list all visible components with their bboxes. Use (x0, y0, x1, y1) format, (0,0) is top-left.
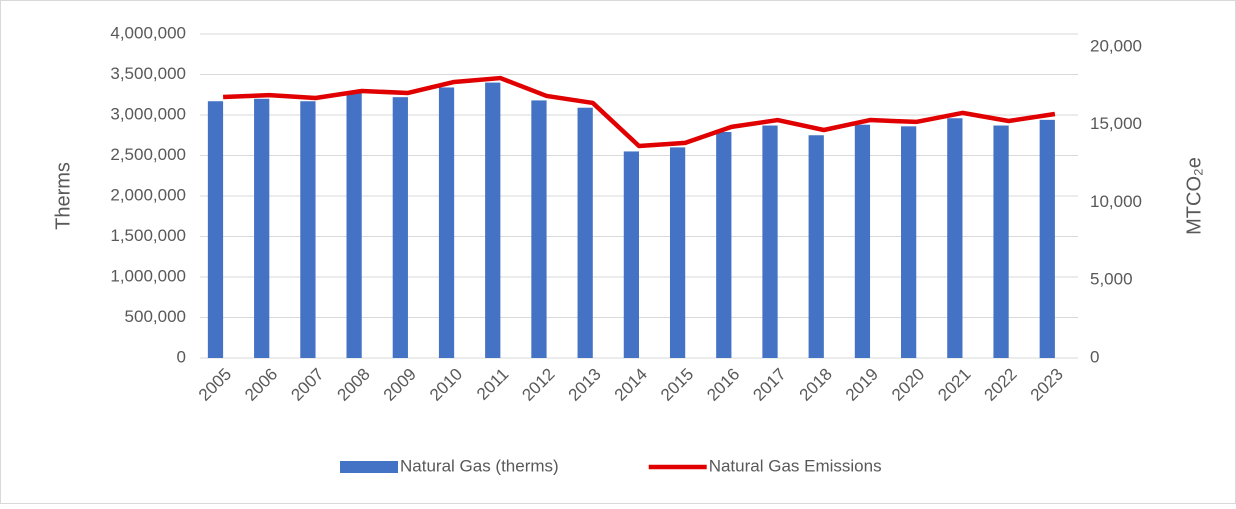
y2-tick-label: 15,000 (1090, 114, 1142, 133)
bar (485, 82, 501, 358)
bar (207, 101, 224, 358)
y-tick-label: 3,000,000 (110, 104, 186, 123)
bar (993, 125, 1009, 358)
bar (438, 87, 455, 359)
bar (901, 126, 917, 358)
y-tick-label: 4,000,000 (110, 23, 186, 42)
bar (577, 107, 593, 359)
y-tick-label: 3,500,000 (110, 64, 186, 83)
y-tick-label: 1,500,000 (110, 226, 186, 245)
y2-tick-label: 10,000 (1090, 192, 1142, 211)
bar (392, 97, 408, 359)
bar (346, 92, 362, 358)
line (223, 75, 1056, 149)
bar (1039, 119, 1055, 358)
legend-label: Natural Gas (therms) (400, 456, 559, 475)
bar (854, 124, 871, 358)
y-tick-label: 2,500,000 (110, 145, 186, 164)
bar (669, 147, 686, 358)
y-tick-label: 1,000,000 (110, 266, 186, 285)
y2-tick-label: 0 (1090, 347, 1099, 366)
bar (947, 118, 963, 359)
y-axis-title: Therms (52, 162, 74, 230)
y-tick-label: 500,000 (125, 307, 186, 326)
y2-axis-title: MTCO₂e (1183, 157, 1205, 235)
legend-swatch (340, 461, 398, 473)
bar (531, 100, 547, 359)
bar (623, 151, 639, 358)
bar (762, 125, 778, 358)
bar (300, 101, 316, 358)
bar (254, 98, 270, 359)
y-tick-label: 2,000,000 (110, 185, 186, 204)
y2-tick-label: 20,000 (1090, 36, 1142, 55)
bar (808, 135, 824, 358)
legend-label: Natural Gas Emissions (709, 456, 882, 475)
y-tick-label: 0 (177, 347, 186, 366)
bar (716, 132, 732, 358)
y2-tick-label: 5,000 (1090, 270, 1133, 289)
